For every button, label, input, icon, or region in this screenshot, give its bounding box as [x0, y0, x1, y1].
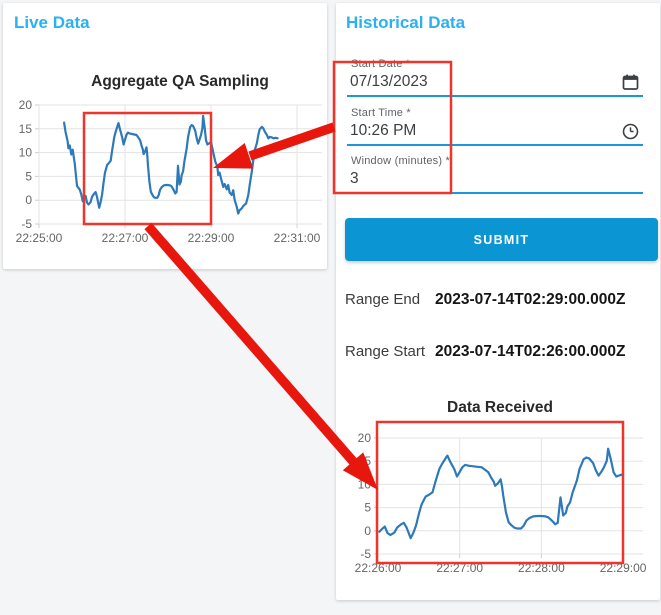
start-time-label: Start Time *: [351, 107, 411, 119]
x-tick-label: 22:31:00: [274, 231, 321, 245]
range-end-label: Range End: [345, 291, 421, 308]
x-tick-label: 22:27:00: [436, 561, 483, 575]
y-tick-label: 15: [19, 122, 33, 136]
x-tick-label: 22:28:00: [518, 561, 565, 575]
y-tick-label: -5: [360, 547, 371, 561]
y-tick-label: 10: [358, 477, 372, 491]
y-tick-label: 0: [364, 524, 371, 538]
range-start-row: Range Start 2023-07-14T02:26:00.000Z: [345, 343, 625, 361]
y-tick-label: 5: [25, 169, 32, 183]
x-tick-label: 22:25:00: [16, 231, 63, 245]
start-date-label: Start Date *: [351, 58, 411, 70]
start-time-underline: [347, 144, 643, 146]
x-tick-label: 22:29:00: [188, 231, 235, 245]
range-end-row: Range End 2023-07-14T02:29:00.000Z: [345, 291, 625, 309]
y-tick-label: 0: [25, 193, 32, 207]
start-date-underline: [347, 95, 643, 97]
calendar-icon[interactable]: [622, 74, 639, 91]
live-chart: 20 15 10 5 0 -522:25:00 22:27:00 22:29:00 22:31:…: [16, 73, 322, 245]
history-chart: 20 15 10 5 0 -522:26:00 22:27:00 22:28:00 22:29:…: [355, 399, 647, 575]
start-time-value[interactable]: 10:26 PM: [350, 122, 417, 139]
window-minutes-underline: [347, 192, 643, 194]
y-tick-label: -5: [21, 217, 32, 231]
range-start-label: Range Start: [345, 343, 426, 360]
chart-title: Aggregate QA Sampling: [91, 73, 269, 90]
y-tick-label: 20: [19, 98, 33, 112]
range-end-value: 2023-07-14T02:29:00.000Z: [435, 291, 626, 308]
chart-title: Data Received: [447, 399, 553, 416]
y-tick-label: 20: [358, 431, 372, 445]
window-minutes-value[interactable]: 3: [350, 170, 359, 187]
start-date-field[interactable]: Start Date * 07/13/2023: [347, 58, 643, 97]
start-time-field[interactable]: Start Time * 10:26 PM: [347, 107, 643, 146]
window-minutes-field[interactable]: Window (minutes) * 3: [347, 155, 643, 194]
historical-data-heading: Historical Data: [346, 13, 466, 32]
start-date-value[interactable]: 07/13/2023: [350, 73, 428, 90]
x-tick-label: 22:26:00: [355, 561, 402, 575]
x-tick-label: 22:27:00: [102, 231, 149, 245]
y-tick-label: 15: [358, 454, 372, 468]
range-start-value: 2023-07-14T02:26:00.000Z: [435, 343, 626, 360]
x-tick-label: 22:29:00: [600, 561, 647, 575]
clock-icon[interactable]: [622, 123, 639, 140]
y-tick-label: 5: [364, 501, 371, 515]
window-minutes-label: Window (minutes) *: [351, 155, 450, 167]
series-line: [378, 447, 625, 540]
y-tick-label: 10: [19, 146, 33, 160]
submit-button[interactable]: SUBMIT: [345, 218, 658, 261]
series-line: [62, 114, 279, 215]
live-data-heading: Live Data: [14, 13, 90, 32]
